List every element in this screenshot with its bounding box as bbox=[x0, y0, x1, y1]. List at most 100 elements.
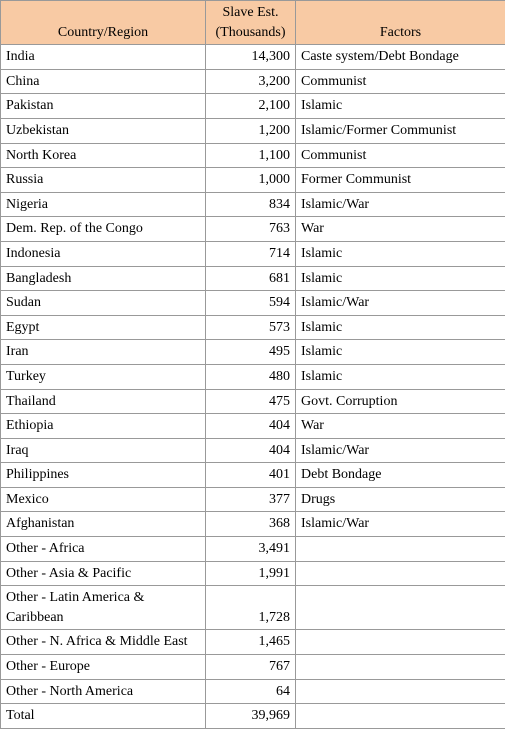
table-row: Other - Africa3,491 bbox=[1, 537, 505, 562]
cell-value: 681 bbox=[206, 266, 296, 291]
cell-country: India bbox=[1, 45, 206, 70]
cell-factors: Islamic/War bbox=[296, 192, 505, 217]
cell-factors bbox=[296, 630, 505, 655]
cell-country: Other - Africa bbox=[1, 537, 206, 562]
header-factors: Factors bbox=[296, 1, 505, 45]
cell-factors: Islamic bbox=[296, 340, 505, 365]
cell-factors: War bbox=[296, 414, 505, 439]
cell-value: 377 bbox=[206, 487, 296, 512]
cell-value: 1,000 bbox=[206, 168, 296, 193]
cell-country: Dem. Rep. of the Congo bbox=[1, 217, 206, 242]
cell-value: 368 bbox=[206, 512, 296, 537]
table-row: Egypt573Islamic bbox=[1, 315, 505, 340]
cell-factors: Communist bbox=[296, 143, 505, 168]
cell-factors: Drugs bbox=[296, 487, 505, 512]
cell-factors: Islamic/War bbox=[296, 291, 505, 316]
table-row: Nigeria834Islamic/War bbox=[1, 192, 505, 217]
table-row: Other - Asia & Pacific1,991 bbox=[1, 561, 505, 586]
table-row: Russia1,000Former Communist bbox=[1, 168, 505, 193]
cell-value: 64 bbox=[206, 679, 296, 704]
table-row: Sudan594Islamic/War bbox=[1, 291, 505, 316]
cell-country: Turkey bbox=[1, 364, 206, 389]
table-row: Other - N. Africa & Middle East1,465 bbox=[1, 630, 505, 655]
cell-country: North Korea bbox=[1, 143, 206, 168]
cell-factors: Govt. Corruption bbox=[296, 389, 505, 414]
cell-value: 1,991 bbox=[206, 561, 296, 586]
cell-factors bbox=[296, 561, 505, 586]
cell-value: 594 bbox=[206, 291, 296, 316]
table-row: Mexico377Drugs bbox=[1, 487, 505, 512]
cell-country: Other - Asia & Pacific bbox=[1, 561, 206, 586]
cell-factors: Debt Bondage bbox=[296, 463, 505, 488]
table-body: India14,300Caste system/Debt BondageChin… bbox=[1, 45, 505, 729]
table-row: Dem. Rep. of the Congo763War bbox=[1, 217, 505, 242]
cell-value: 404 bbox=[206, 438, 296, 463]
cell-country: Other - Latin America & Caribbean bbox=[1, 586, 206, 630]
table-row: Uzbekistan1,200Islamic/Former Communist bbox=[1, 118, 505, 143]
cell-value: 1,200 bbox=[206, 118, 296, 143]
cell-country: Other - N. Africa & Middle East bbox=[1, 630, 206, 655]
cell-value: 2,100 bbox=[206, 94, 296, 119]
cell-factors bbox=[296, 655, 505, 680]
header-country-label: Country/Region bbox=[58, 25, 148, 40]
cell-value: 14,300 bbox=[206, 45, 296, 70]
header-country: Country/Region bbox=[1, 1, 206, 45]
cell-factors: Islamic/War bbox=[296, 438, 505, 463]
table-row: Thailand475Govt. Corruption bbox=[1, 389, 505, 414]
cell-factors: Islamic bbox=[296, 266, 505, 291]
cell-country: Ethiopia bbox=[1, 414, 206, 439]
table-row: China3,200Communist bbox=[1, 69, 505, 94]
cell-country: Sudan bbox=[1, 291, 206, 316]
cell-factors: Islamic/Former Communist bbox=[296, 118, 505, 143]
table-row: Bangladesh681Islamic bbox=[1, 266, 505, 291]
cell-value: 475 bbox=[206, 389, 296, 414]
cell-factors: Caste system/Debt Bondage bbox=[296, 45, 505, 70]
cell-factors bbox=[296, 679, 505, 704]
table-row: Indonesia714Islamic bbox=[1, 241, 505, 266]
header-factors-label: Factors bbox=[380, 25, 421, 40]
cell-country: Iran bbox=[1, 340, 206, 365]
cell-factors: Islamic bbox=[296, 315, 505, 340]
cell-country: Other - North America bbox=[1, 679, 206, 704]
table-row: Other - Latin America & Caribbean1,728 bbox=[1, 586, 505, 630]
cell-value: 495 bbox=[206, 340, 296, 365]
cell-country: Bangladesh bbox=[1, 266, 206, 291]
table-row: Other - North America64 bbox=[1, 679, 505, 704]
table-row: Ethiopia404War bbox=[1, 414, 505, 439]
table-row: India14,300Caste system/Debt Bondage bbox=[1, 45, 505, 70]
table-header: Country/Region Slave Est. (Thousands) Fa… bbox=[1, 1, 505, 45]
cell-factors: Islamic bbox=[296, 241, 505, 266]
cell-country: Indonesia bbox=[1, 241, 206, 266]
slave-estimate-table: Country/Region Slave Est. (Thousands) Fa… bbox=[0, 0, 505, 729]
table-row: Other - Europe767 bbox=[1, 655, 505, 680]
cell-factors: Islamic bbox=[296, 364, 505, 389]
table-row: Afghanistan368Islamic/War bbox=[1, 512, 505, 537]
cell-value: 404 bbox=[206, 414, 296, 439]
cell-value: 834 bbox=[206, 192, 296, 217]
cell-value: 480 bbox=[206, 364, 296, 389]
header-value-line1: Slave Est. bbox=[223, 5, 279, 20]
cell-country: Nigeria bbox=[1, 192, 206, 217]
header-value-line2: (Thousands) bbox=[216, 25, 286, 40]
cell-country: China bbox=[1, 69, 206, 94]
cell-value: 1,728 bbox=[206, 586, 296, 630]
cell-value: 573 bbox=[206, 315, 296, 340]
cell-value: 3,491 bbox=[206, 537, 296, 562]
cell-country: Iraq bbox=[1, 438, 206, 463]
cell-factors: Islamic bbox=[296, 94, 505, 119]
table-row: Philippines401Debt Bondage bbox=[1, 463, 505, 488]
cell-value: 401 bbox=[206, 463, 296, 488]
cell-country: Egypt bbox=[1, 315, 206, 340]
cell-value: 767 bbox=[206, 655, 296, 680]
cell-value: 39,969 bbox=[206, 704, 296, 729]
cell-value: 714 bbox=[206, 241, 296, 266]
table-row: Pakistan2,100Islamic bbox=[1, 94, 505, 119]
table-row: Turkey480Islamic bbox=[1, 364, 505, 389]
table-row: North Korea1,100Communist bbox=[1, 143, 505, 168]
cell-factors: Former Communist bbox=[296, 168, 505, 193]
cell-country: Russia bbox=[1, 168, 206, 193]
cell-country: Total bbox=[1, 704, 206, 729]
cell-country: Uzbekistan bbox=[1, 118, 206, 143]
cell-factors bbox=[296, 704, 505, 729]
cell-value: 763 bbox=[206, 217, 296, 242]
